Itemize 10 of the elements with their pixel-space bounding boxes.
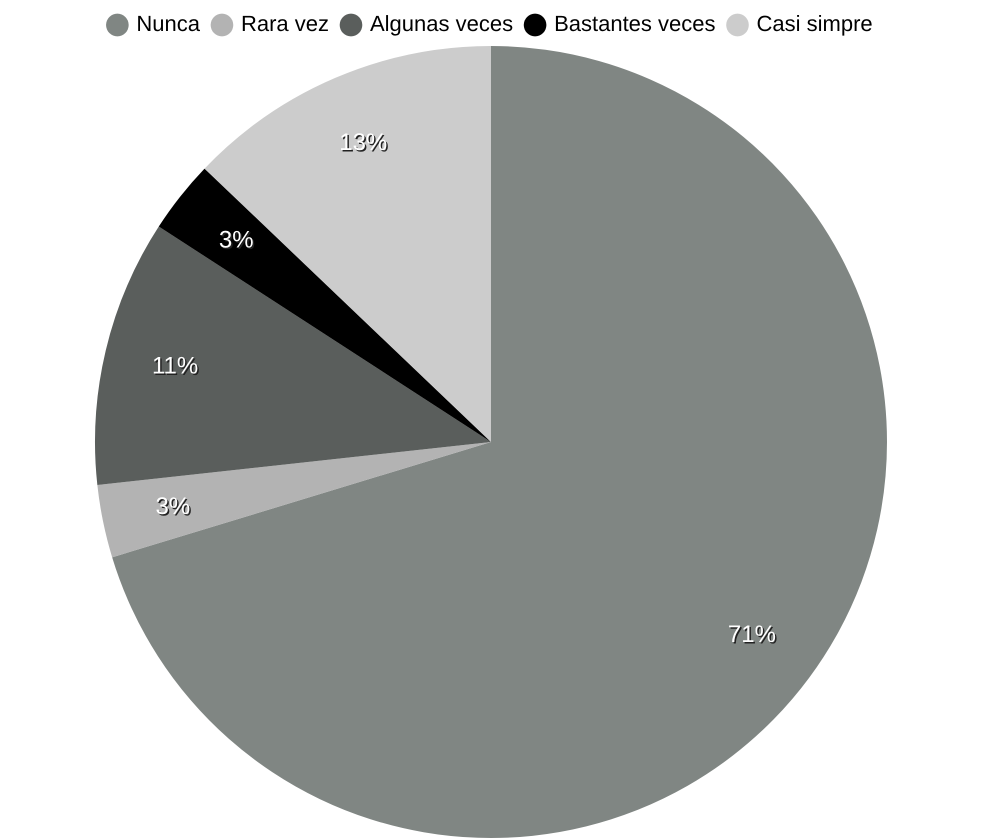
data-label: 11% bbox=[153, 354, 200, 382]
data-label: 3% bbox=[220, 228, 256, 255]
legend-label: Bastantes veces bbox=[554, 11, 716, 36]
legend-label: Rara vez bbox=[240, 11, 330, 36]
legend-label: Algunas veces bbox=[370, 11, 514, 36]
data-label: 13% bbox=[340, 130, 389, 158]
legend-label: Casi simpre bbox=[756, 11, 873, 36]
data-label: 71% bbox=[729, 622, 778, 650]
legend-label: Nunca bbox=[136, 11, 201, 36]
data-label: 3% bbox=[157, 494, 192, 522]
